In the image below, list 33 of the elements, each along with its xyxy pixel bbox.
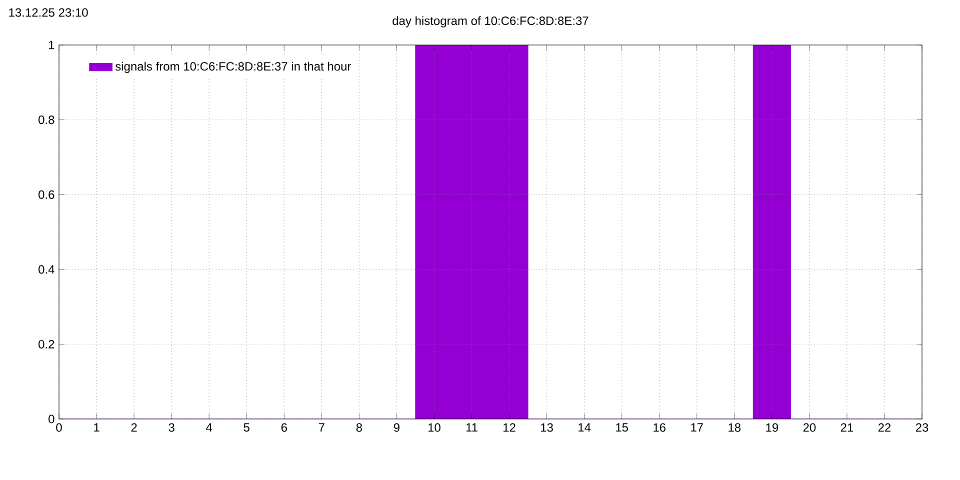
x-tick-label: 7 [318, 423, 324, 432]
x-tick-label: 15 [616, 423, 628, 432]
x-tick-label: 6 [281, 423, 287, 432]
x-tick-label: 13 [541, 423, 553, 432]
x-tick-label: 12 [504, 423, 516, 432]
x-tick-label: 23 [916, 423, 928, 432]
legend-label: signals from 10:C6:FC:8D:8E:37 in that hour [115, 62, 352, 74]
x-tick-label: 9 [394, 423, 400, 432]
text: 13.12.25 23:10 [9, 8, 88, 17]
x-tick-label: 16 [654, 423, 666, 432]
y-tick-label: 1 [48, 40, 54, 50]
x-tick-label: 3 [168, 423, 174, 432]
y-tick-label: 0.4 [38, 265, 54, 274]
x-tick-label: 10 [428, 423, 440, 432]
x-tick-label: 11 [466, 423, 478, 432]
x-tick-label: 18 [728, 423, 741, 432]
x-tick-label: 1 [94, 423, 100, 432]
x-tick-label: 19 [766, 423, 778, 432]
y-tick-label: 0.8 [38, 116, 54, 124]
y-tick-label: 0.2 [38, 340, 54, 348]
y-tick-label: 0 [48, 414, 54, 424]
x-tick-label: 5 [244, 423, 250, 432]
x-tick-label: 21 [840, 423, 854, 432]
y-tick-label: 0.6 [38, 190, 54, 199]
chart-title: day histogram of 10:C6:FC:8D:8E:37 [392, 16, 588, 28]
x-tick-label: 4 [206, 423, 212, 432]
x-tick-label: 8 [356, 423, 362, 432]
x-tick-label: 2 [131, 423, 137, 432]
x-tick-label: 20 [803, 423, 816, 432]
x-tick-label: 0 [56, 423, 62, 432]
x-tick-label: 22 [878, 423, 891, 432]
x-tick-label: 14 [578, 423, 591, 432]
x-tick-label: 17 [691, 423, 703, 432]
